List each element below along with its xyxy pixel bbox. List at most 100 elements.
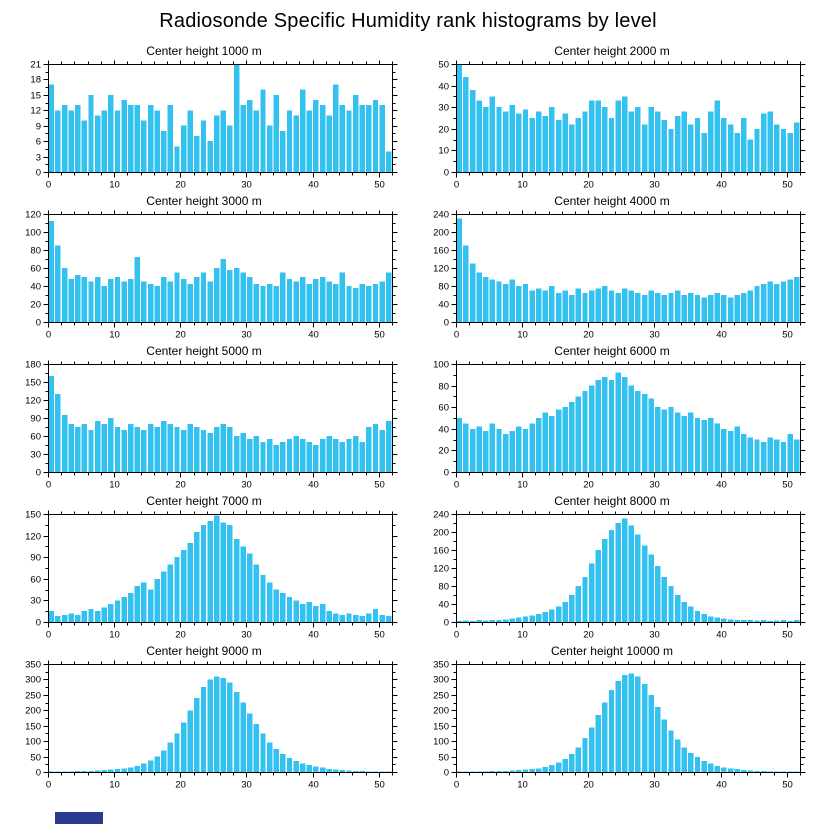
svg-text:40: 40 [438,600,449,611]
svg-text:200: 200 [433,528,449,539]
svg-text:0: 0 [444,168,449,179]
svg-text:120: 120 [25,396,41,407]
svg-text:30: 30 [649,480,660,491]
svg-text:40: 40 [716,780,727,791]
svg-text:40: 40 [438,82,449,93]
svg-text:15: 15 [30,91,41,102]
svg-text:3: 3 [36,153,41,164]
svg-text:0: 0 [36,768,41,779]
subplot-title: Center height 6000 m [554,344,670,358]
svg-text:12: 12 [30,106,41,117]
svg-text:20: 20 [583,180,594,191]
svg-text:0: 0 [46,630,51,641]
svg-text:0: 0 [36,618,41,629]
svg-text:50: 50 [782,330,793,341]
svg-text:150: 150 [25,722,41,733]
svg-text:30: 30 [30,450,41,461]
svg-text:50: 50 [438,753,449,764]
svg-text:21: 21 [30,60,41,71]
svg-text:40: 40 [30,282,41,293]
svg-text:250: 250 [25,691,41,702]
svg-text:6: 6 [36,137,41,148]
svg-text:40: 40 [308,330,319,341]
histogram-plot: 0 10 20 30 40 50 0 50 100 150 200 250 300 350 [25,660,398,791]
subplot-title: Center height 10000 m [550,644,674,658]
svg-text:50: 50 [374,180,385,191]
histogram-plot: 0 10 20 30 40 50 0 40 80 120 160 200 240 [433,210,806,341]
svg-text:160: 160 [433,246,449,257]
svg-text:10: 10 [109,480,120,491]
subplot-title: Center height 3000 m [146,194,262,208]
svg-text:40: 40 [308,780,319,791]
svg-text:30: 30 [241,630,252,641]
svg-text:0: 0 [444,618,449,629]
histogram-plot: 0 10 20 30 40 50 0 20 40 60 80 100 [433,360,806,491]
svg-text:10: 10 [109,780,120,791]
svg-text:40: 40 [308,630,319,641]
svg-text:50: 50 [374,780,385,791]
svg-text:30: 30 [241,180,252,191]
svg-text:250: 250 [433,691,449,702]
svg-text:10: 10 [517,180,528,191]
svg-text:20: 20 [175,480,186,491]
svg-text:100: 100 [25,737,41,748]
svg-text:0: 0 [444,768,449,779]
svg-text:150: 150 [433,722,449,733]
svg-text:0: 0 [454,780,459,791]
svg-text:0: 0 [454,330,459,341]
svg-text:20: 20 [438,446,449,457]
svg-text:50: 50 [374,330,385,341]
svg-text:50: 50 [438,60,449,71]
svg-text:150: 150 [25,510,41,521]
histogram-panel: Center height 9000 m 0 10 20 30 40 50 0 50 100 150… [0,644,408,793]
svg-text:50: 50 [782,780,793,791]
svg-text:100: 100 [433,737,449,748]
svg-text:40: 40 [308,180,319,191]
svg-text:18: 18 [30,75,41,86]
svg-text:20: 20 [583,780,594,791]
svg-text:30: 30 [649,330,660,341]
histogram-panel: Center height 1000 m 0 10 20 30 40 50 0 3 6 9 12 15 1… [0,44,408,193]
svg-text:50: 50 [782,630,793,641]
svg-text:40: 40 [716,480,727,491]
svg-text:120: 120 [25,532,41,543]
svg-text:90: 90 [30,414,41,425]
histogram-grid: Center height 1000 m 0 10 20 30 40 50 0 3 6 9 12 15 1… [0,44,816,793]
svg-text:0: 0 [454,480,459,491]
svg-text:0: 0 [444,318,449,329]
svg-text:20: 20 [175,630,186,641]
svg-text:30: 30 [241,330,252,341]
svg-text:0: 0 [454,630,459,641]
svg-text:40: 40 [438,425,449,436]
subplot-title: Center height 8000 m [554,494,670,508]
svg-text:40: 40 [308,480,319,491]
histogram-panel: Center height 5000 m 0 10 20 30 40 50 0 30 60 90 12… [0,344,408,493]
histogram-panel: Center height 4000 m 0 10 20 30 40 50 0 40 80 120 1… [408,194,816,343]
svg-text:40: 40 [716,330,727,341]
svg-text:90: 90 [30,553,41,564]
subplot-title: Center height 2000 m [554,44,670,58]
svg-text:240: 240 [433,210,449,221]
svg-text:10: 10 [517,480,528,491]
svg-text:60: 60 [30,432,41,443]
svg-text:30: 30 [241,780,252,791]
svg-text:300: 300 [433,675,449,686]
svg-text:10: 10 [109,180,120,191]
histogram-plot: 0 10 20 30 40 50 0 20 40 60 80 100 120 [25,210,398,341]
histogram-panel: Center height 6000 m 0 10 20 30 40 50 0 20 40 60 80… [408,344,816,493]
page-title: Radiosonde Specific Humidity rank histog… [159,10,657,32]
histogram-panel: Center height 2000 m 0 10 20 30 40 50 0 10 20 30 40… [408,44,816,193]
svg-text:60: 60 [30,264,41,275]
svg-text:20: 20 [583,480,594,491]
svg-text:100: 100 [433,360,449,371]
svg-text:350: 350 [25,660,41,671]
svg-text:20: 20 [175,330,186,341]
svg-text:0: 0 [444,468,449,479]
svg-text:20: 20 [30,300,41,311]
svg-text:120: 120 [433,564,449,575]
svg-text:200: 200 [433,706,449,717]
histogram-plot: 0 10 20 30 40 50 0 3 6 9 12 15 18 21 [30,60,398,191]
svg-text:240: 240 [433,510,449,521]
svg-text:350: 350 [433,660,449,671]
histogram-panel: Center height 7000 m 0 10 20 30 40 50 0 30 60 90 12… [0,494,408,643]
